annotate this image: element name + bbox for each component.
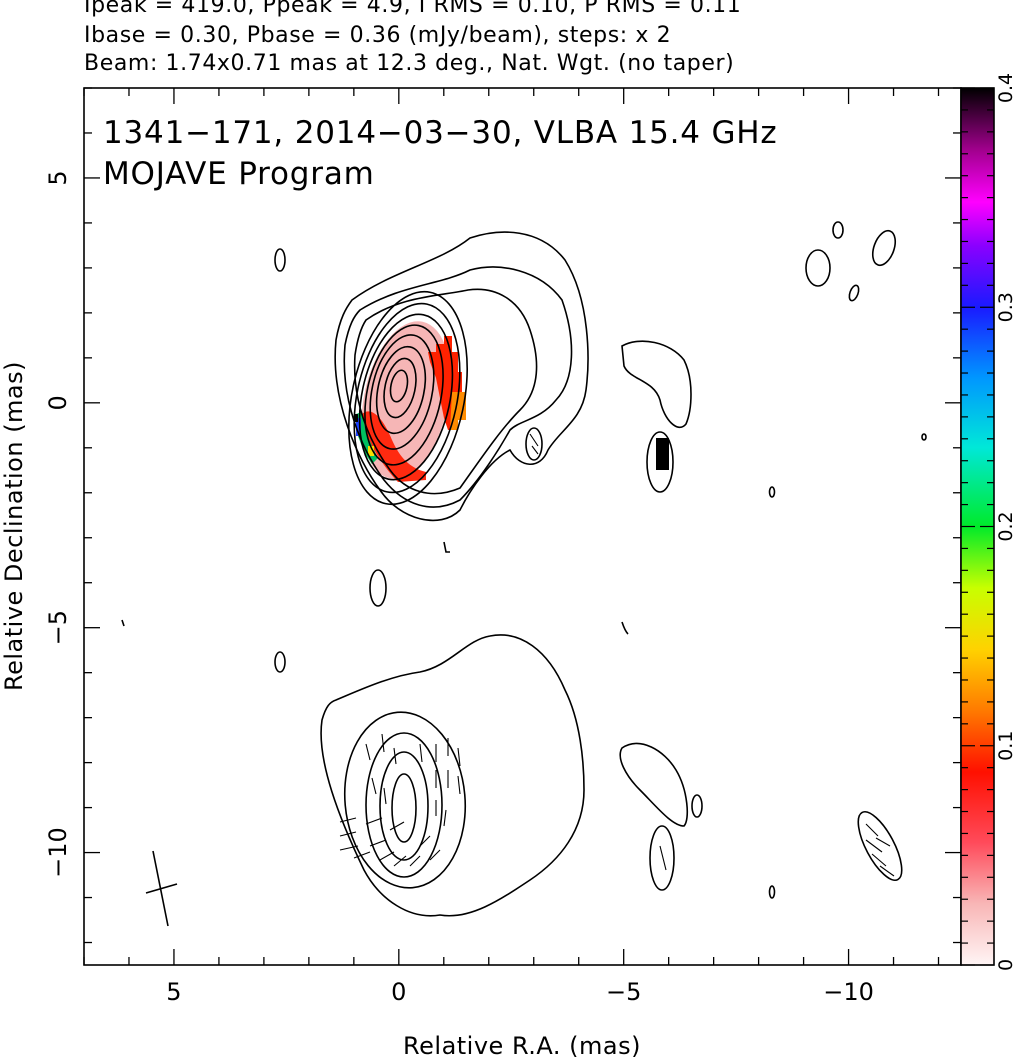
x-tick-label: −10 (823, 978, 874, 1006)
header-line-3: Beam: 1.74x0.71 mas at 12.3 deg., Nat. W… (84, 51, 735, 76)
y-axis-label: Relative Declination (mas) (0, 361, 28, 691)
colorbar-tick-label: 0 (995, 959, 1017, 971)
y-axis-ticks: 5 0 −5 −10 (44, 87, 961, 944)
pol-core-edge-black (354, 414, 358, 422)
contours-southern (320, 634, 585, 917)
y-tick-label: 5 (44, 170, 72, 185)
colorbar-tick-label: 0.3 (995, 292, 1017, 322)
colorbar-ticks: 0 0.1 0.2 0.3 0.4 (961, 73, 1017, 971)
x-tick-label: 0 (391, 978, 406, 1006)
pol-core-edge-blue (356, 418, 361, 436)
colorbar-tick-label: 0.2 (995, 511, 1017, 541)
colorbar-tick-label: 0.1 (995, 731, 1017, 761)
pol-west-spot (656, 438, 669, 470)
plot-content (121, 221, 927, 927)
colorbar: 0 0.1 0.2 0.3 0.4 (960, 73, 1017, 971)
plot-subtitle: MOJAVE Program (103, 156, 375, 192)
x-tick-label: 5 (166, 978, 181, 1006)
header-line-2: Ibase = 0.30, Pbase = 0.36 (mJy/beam), s… (84, 23, 672, 48)
pol-core-edge-yellow (368, 446, 374, 456)
y-tick-label: 0 (44, 395, 72, 410)
x-axis-label: Relative R.A. (mas) (403, 1032, 641, 1060)
header-line-1: Ipeak = 419.0, Ppeak = 4.9, I RMS = 0.10… (84, 0, 742, 18)
pol-vectors-misc (529, 433, 895, 877)
x-tick-label: −5 (606, 978, 641, 1006)
pol-core-orange-edge (450, 392, 466, 430)
y-tick-label: −10 (44, 827, 72, 878)
y-tick-label: −5 (44, 610, 72, 645)
plot-title: 1341−171, 2014−03−30, VLBA 15.4 GHz (103, 115, 777, 151)
plot-frame (83, 87, 962, 966)
pol-vectors-southern (339, 733, 461, 867)
pol-core-red-south (362, 411, 426, 482)
beam-marker (145, 850, 178, 927)
contours-core (334, 231, 589, 522)
colorbar-tick-label: 0.4 (995, 73, 1017, 103)
x-axis-ticks: 5 0 −5 −10 (83, 88, 940, 1006)
contours-small (121, 221, 927, 899)
